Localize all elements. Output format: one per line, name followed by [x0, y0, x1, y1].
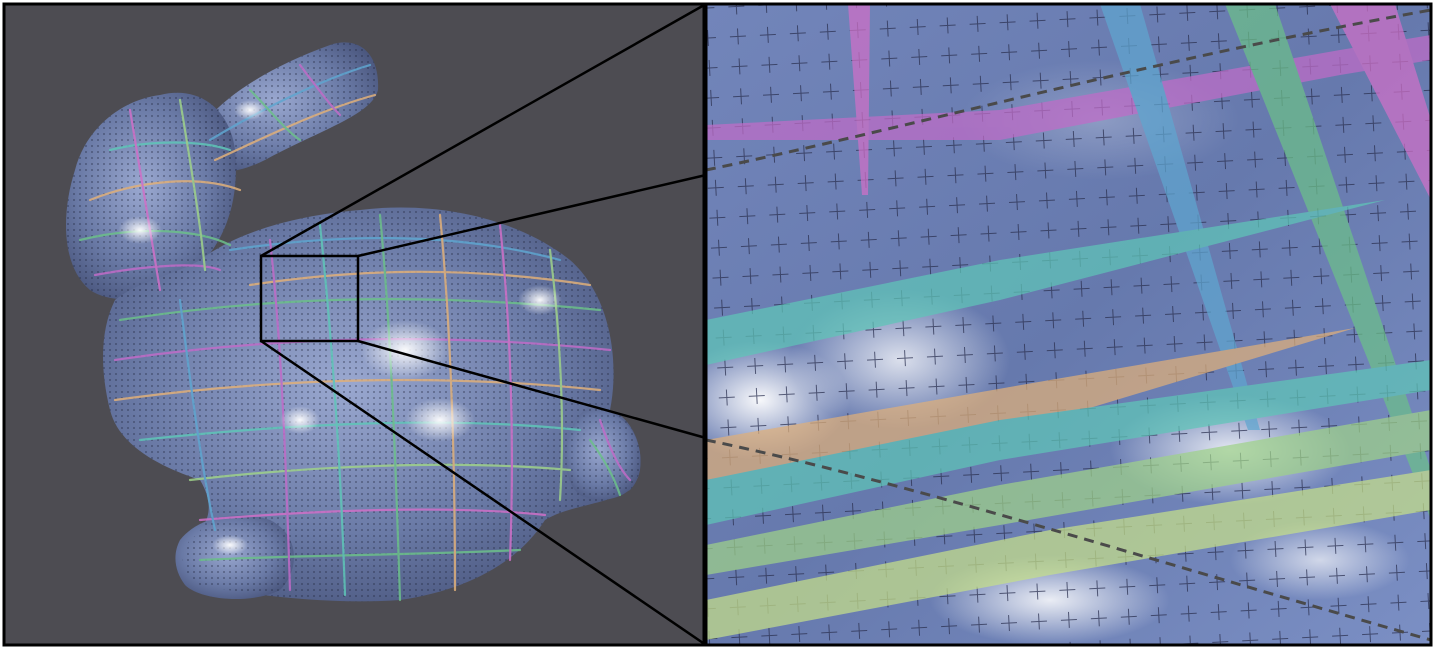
cross-field-strips	[706, 4, 1431, 640]
zoom-inset-box	[259, 254, 360, 343]
blue-vertical-strip	[1100, 4, 1260, 430]
teal-lower-strip	[706, 360, 1431, 525]
magenta-strip	[706, 35, 1431, 140]
yellow-green-strip	[706, 470, 1431, 640]
left-panel	[4, 4, 704, 645]
pink-right-strip	[1330, 4, 1431, 200]
pink-strip	[848, 4, 870, 195]
bunny-mesh	[65, 42, 641, 602]
right-panel	[706, 4, 1431, 645]
left-panel-frame	[2, 2, 706, 647]
teal-strip	[706, 200, 1385, 365]
orange-strip	[706, 328, 1355, 480]
green-strip	[706, 410, 1431, 575]
right-panel-frame	[704, 2, 1433, 647]
zoom-connector-lines	[260, 2, 707, 647]
dashed-lines	[706, 8, 1431, 642]
